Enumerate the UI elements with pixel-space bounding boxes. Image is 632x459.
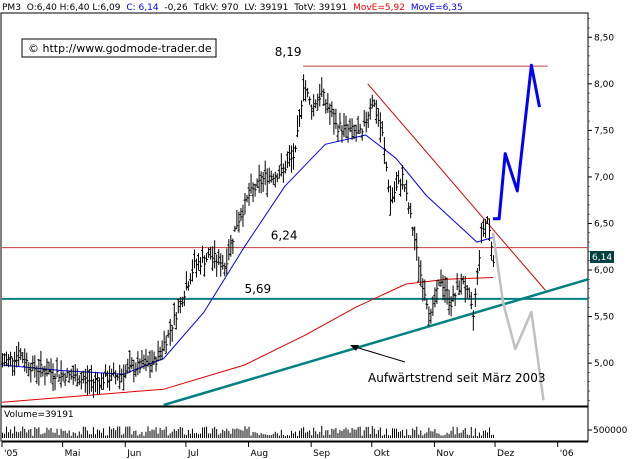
annotation-arrowhead bbox=[350, 345, 359, 351]
x-tick-label: '05 bbox=[4, 449, 18, 459]
header-bar: PM3 O:6,40 H:6,40 L:6,09 C: 6,14 -0,26 T… bbox=[2, 3, 463, 13]
uptrend-line bbox=[163, 278, 589, 407]
y-tick-label: 8,50 bbox=[594, 33, 614, 43]
label-high: 8,19 bbox=[275, 45, 302, 59]
header-lv: LV: 39191 bbox=[244, 3, 288, 13]
header-close: C: 6,14 bbox=[126, 3, 158, 13]
header-symbol: PM3 bbox=[2, 3, 21, 13]
header-change: -0,26 bbox=[164, 3, 188, 13]
copyright-box: © http://www.godmode-trader.de bbox=[21, 38, 217, 58]
y-tick-label: 8,00 bbox=[594, 80, 614, 90]
header-move-blue: MovE=6,35 bbox=[411, 3, 463, 13]
header-tkv: TdkV: 970 bbox=[193, 3, 239, 13]
volume-panel-frame bbox=[0, 406, 589, 442]
header-totv: TotV: 39191 bbox=[293, 3, 347, 13]
label-support: 5,69 bbox=[244, 282, 271, 296]
x-tick-label: Dez bbox=[497, 449, 514, 459]
x-tick-label: Okt bbox=[374, 449, 390, 459]
price-plot: 8,19 6,24 5,69 Aufwärtstrend seit März 2003 bbox=[1, 45, 589, 407]
x-tick-label: Mai bbox=[65, 449, 81, 459]
x-tick-label: Sep bbox=[313, 449, 330, 459]
volume-axis-label: 500000 bbox=[593, 426, 628, 436]
annotation-arrow bbox=[351, 345, 406, 363]
y-tick-label: 6,50 bbox=[594, 219, 614, 229]
y-tick-label: 5,50 bbox=[594, 313, 614, 323]
price-tag: 6,14 bbox=[590, 250, 614, 263]
price-bars bbox=[1, 74, 496, 398]
x-axis: '05 Mai Jun Jul Aug Sep Okt Nov Dez '06 bbox=[1, 441, 588, 459]
x-tick-label: Jul bbox=[187, 449, 199, 459]
x-tick-label: Nov bbox=[436, 449, 454, 459]
header-move-red: MovE=5,92 bbox=[353, 3, 405, 13]
x-tick-label: Aug bbox=[251, 449, 269, 459]
volume-label: Volume=39191 bbox=[4, 410, 74, 420]
y-tick-label: 5,00 bbox=[594, 359, 614, 369]
volume-bars bbox=[2, 426, 495, 438]
y-axis: 8,50 8,00 7,50 7,00 6,50 6,00 5,50 5,00 bbox=[588, 18, 614, 401]
y-tick-label: 7,50 bbox=[594, 126, 614, 136]
label-resistance: 6,24 bbox=[271, 229, 298, 243]
falling-trendline bbox=[367, 83, 546, 291]
trend-annotation: Aufwärtstrend seit März 2003 bbox=[368, 371, 545, 385]
moving-average-slow bbox=[1, 277, 494, 403]
y-tick-label: 6,00 bbox=[594, 266, 614, 276]
x-tick-label: Jun bbox=[126, 449, 141, 459]
svg-text:PM3 O:6,40 H:6,40 L:6,09: PM3 O:6,40 H:6,40 L:6,09 C: 6,14 -0,26 T… bbox=[2, 3, 463, 13]
copyright-text: © http://www.godmode-trader.de bbox=[28, 42, 212, 55]
y-tick-label: 7,00 bbox=[594, 173, 614, 183]
header-ohlc: O:6,40 H:6,40 L:6,09 bbox=[27, 3, 121, 13]
projection-bullish bbox=[493, 63, 541, 221]
price-tag-text: 6,14 bbox=[592, 253, 612, 263]
projection-bearish bbox=[491, 232, 545, 401]
x-tick-label: '06 bbox=[560, 449, 574, 459]
